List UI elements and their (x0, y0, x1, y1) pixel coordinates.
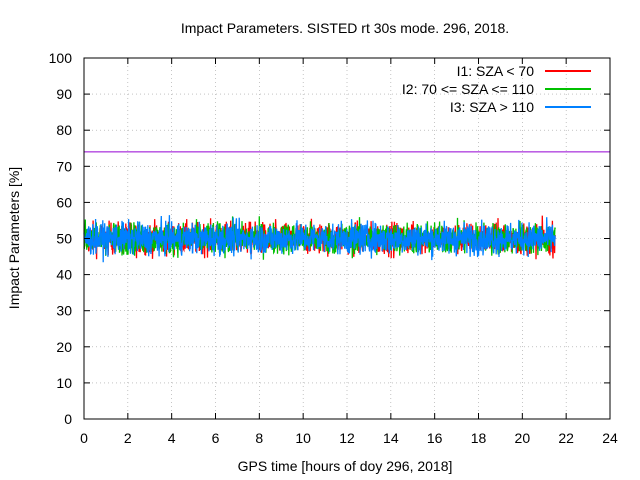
x-tick-label: 12 (339, 430, 355, 446)
legend-label: I1: SZA < 70 (457, 63, 535, 79)
y-tick-label: 100 (49, 50, 73, 66)
x-tick-label: 4 (168, 430, 176, 446)
y-tick-label: 50 (56, 231, 72, 247)
x-tick-label: 10 (295, 430, 311, 446)
x-tick-label: 14 (383, 430, 399, 446)
x-tick-label: 16 (427, 430, 443, 446)
y-tick-label: 20 (56, 339, 72, 355)
y-tick-label: 80 (56, 122, 72, 138)
series-line-3 (83, 215, 556, 263)
x-axis-label: GPS time [hours of doy 296, 2018] (238, 458, 453, 474)
x-tick-label: 22 (558, 430, 574, 446)
y-axis-label: Impact Parameters [%] (6, 167, 22, 309)
y-tick-label: 60 (56, 194, 72, 210)
chart-title: Impact Parameters. SISTED rt 30s mode. 2… (181, 20, 509, 36)
x-tick-label: 24 (602, 430, 618, 446)
legend-label: I2: 70 <= SZA <= 110 (402, 81, 534, 97)
y-tick-label: 10 (56, 375, 72, 391)
x-tick-label: 2 (124, 430, 132, 446)
y-tick-label: 70 (56, 158, 72, 174)
y-tick-label: 90 (56, 86, 72, 102)
y-tick-label: 0 (64, 411, 72, 427)
x-tick-label: 8 (255, 430, 263, 446)
y-tick-label: 30 (56, 303, 72, 319)
x-tick-label: 6 (212, 430, 220, 446)
legend: I1: SZA < 70 I2: 70 <= SZA <= 110 I3: SZA … (402, 63, 591, 115)
ticks: 0 2 4 6 8 10 12 14 16 18 20 22 240102030405060708090… (49, 50, 618, 446)
x-tick-label: 0 (80, 430, 88, 446)
series-group (83, 215, 556, 263)
x-tick-label: 20 (515, 430, 531, 446)
y-tick-label: 40 (56, 267, 72, 283)
legend-label: I3: SZA > 110 (450, 99, 534, 115)
x-tick-label: 18 (471, 430, 487, 446)
